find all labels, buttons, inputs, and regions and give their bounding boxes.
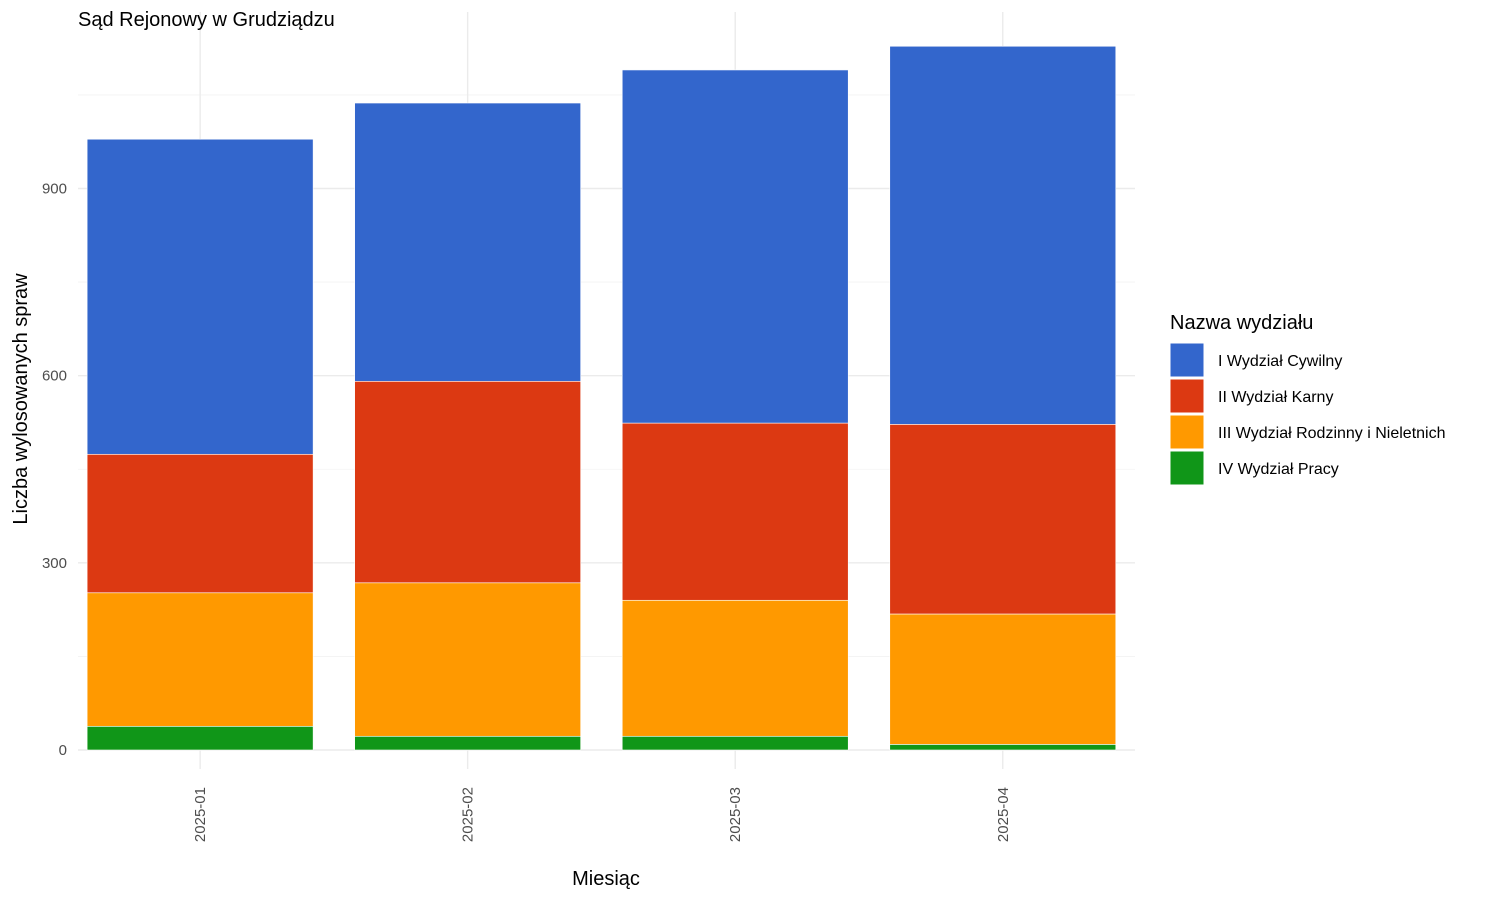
legend-label: III Wydział Rodzinny i Nieletnich xyxy=(1218,425,1446,442)
bar-segment xyxy=(86,138,314,455)
x-tick-label: 2025-02 xyxy=(460,787,477,842)
x-tick-label: 2025-01 xyxy=(192,787,209,842)
legend-swatch xyxy=(1169,450,1205,486)
x-tick-label: 2025-03 xyxy=(727,787,744,842)
y-axis-title: Liczba wylosowanych spraw xyxy=(10,273,32,525)
y-tick-label: 0 xyxy=(59,742,67,759)
bar-segment xyxy=(621,599,849,737)
bar-segment xyxy=(889,424,1117,615)
bar-segment xyxy=(354,380,581,584)
bar-segment xyxy=(86,592,314,727)
bar-segment xyxy=(889,744,1117,751)
bar-segment xyxy=(621,422,849,601)
legend-label: II Wydział Karny xyxy=(1218,389,1333,406)
bar-segment xyxy=(354,582,581,737)
bar-segment xyxy=(86,453,314,594)
bar-segment xyxy=(889,45,1117,425)
bar-segment xyxy=(86,725,314,751)
legend: Nazwa wydziału I Wydział Cywilny II Wydzi… xyxy=(1169,312,1446,486)
y-tick-label: 300 xyxy=(42,555,67,572)
y-tick-label: 900 xyxy=(42,181,67,198)
bar-segment xyxy=(889,613,1117,745)
legend-swatch xyxy=(1169,414,1205,450)
legend-swatch xyxy=(1169,378,1205,414)
bars-layer xyxy=(86,45,1117,751)
legend-label: I Wydział Cywilny xyxy=(1218,353,1342,370)
legend-title: Nazwa wydziału xyxy=(1170,312,1313,334)
bar-segment xyxy=(621,735,849,751)
legend-label: IV Wydział Pracy xyxy=(1218,461,1339,478)
legend-swatch xyxy=(1169,342,1205,378)
y-tick-label: 600 xyxy=(42,368,67,385)
ticks-layer: 0 300 600 900 2025-01 2025-02 2025-03 2025-04 xyxy=(42,181,1012,843)
x-tick-label: 2025-04 xyxy=(995,787,1012,842)
x-axis-title: Miesiąc xyxy=(572,868,640,890)
bar-segment xyxy=(354,735,581,751)
bar-segment xyxy=(354,102,581,382)
chart-title: Sąd Rejonowy w Grudziądzu xyxy=(78,9,335,31)
bar-segment xyxy=(621,69,849,424)
